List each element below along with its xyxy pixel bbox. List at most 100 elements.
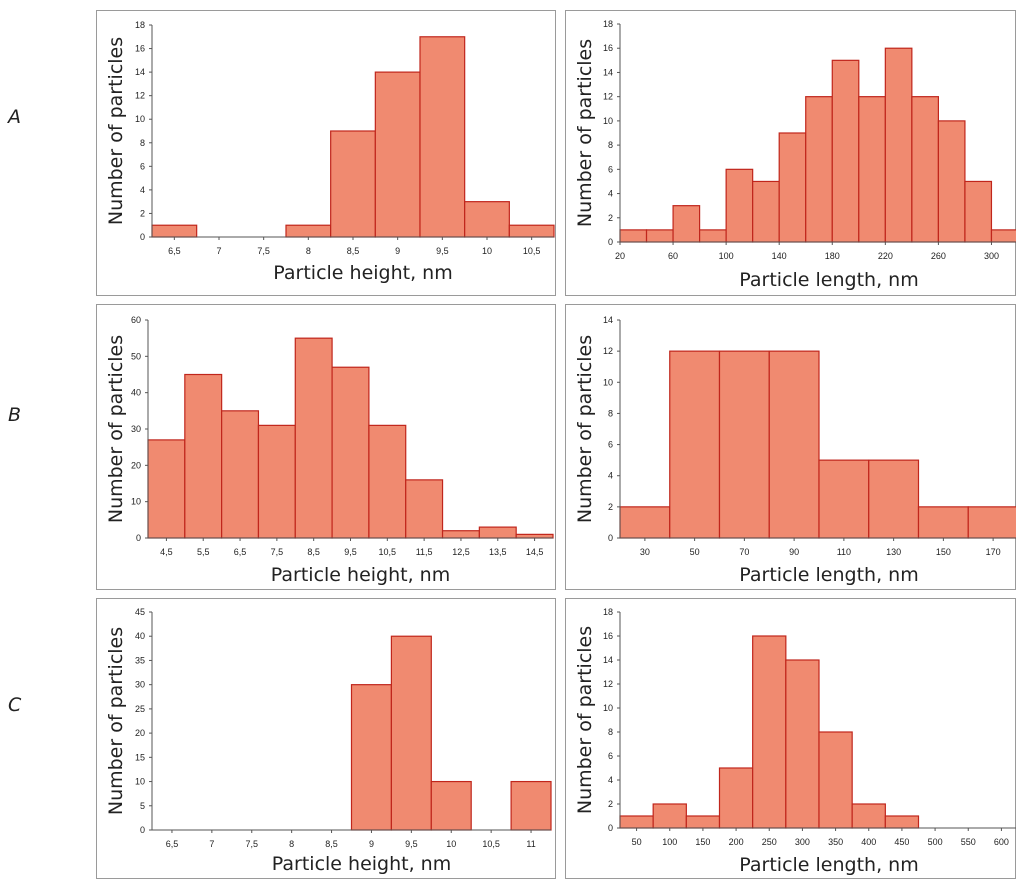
y-tick-label: 4 xyxy=(140,185,145,195)
x-tick-label: 500 xyxy=(928,837,943,847)
x-tick-label: 100 xyxy=(719,251,734,261)
y-tick-label: 16 xyxy=(603,631,613,641)
x-tick-label: 300 xyxy=(795,837,810,847)
x-tick-label: 10,5 xyxy=(523,246,541,256)
x-tick-label: 8,5 xyxy=(347,246,360,256)
y-axis-title: Number of particles xyxy=(105,335,127,523)
chart-panel-c-height: 0 5 10 15 20 25 30 35 40 45 6,5 7 7,5 8 8,5 9 9,5 10 10,5 1… xyxy=(96,598,556,879)
chart-c-height: 0 5 10 15 20 25 30 35 40 45 6,5 7 7,5 8 8,5 9 9,5 10 10,5 1… xyxy=(105,607,552,875)
x-tick-label: 50 xyxy=(690,547,700,557)
bar xyxy=(805,96,833,243)
bar xyxy=(884,47,913,243)
y-tick-label: 20 xyxy=(135,728,145,738)
bar xyxy=(419,36,466,238)
x-tick-label: 400 xyxy=(861,837,876,847)
x-tick-label: 7 xyxy=(216,246,221,256)
row-label-a: A xyxy=(8,106,21,128)
row-label-c: C xyxy=(8,694,22,716)
y-tick-label: 12 xyxy=(603,679,613,689)
x-tick-label: 11,5 xyxy=(416,547,433,557)
bar xyxy=(967,506,1016,539)
bar xyxy=(868,459,920,539)
y-axis-title: Number of particles xyxy=(574,39,596,227)
x-tick-label: 10 xyxy=(482,246,492,256)
x-axis-title: Particle length, nm xyxy=(739,564,918,586)
y-axis-title: Number of particles xyxy=(574,626,596,814)
bar xyxy=(619,229,648,243)
x-tick-label: 7,5 xyxy=(257,246,270,256)
x-tick-label: 140 xyxy=(772,251,787,261)
y-tick-label: 0 xyxy=(136,533,141,543)
bar xyxy=(818,731,853,829)
x-tick-label: 50 xyxy=(632,837,642,847)
x-axis-title: Particle length, nm xyxy=(739,269,918,291)
chart-b-length: 0 2 4 6 8 10 12 14 30 50 70 90 110 130 150 170 Particle … xyxy=(574,315,1016,586)
y-tick-label: 0 xyxy=(608,823,613,833)
y-tick-label: 40 xyxy=(131,388,141,398)
bar xyxy=(964,180,993,243)
x-axis-title: Particle height, nm xyxy=(272,853,451,875)
x-tick-label: 90 xyxy=(789,547,799,557)
chart-panel-b-height: 0 10 20 30 40 50 60 4,5 5,5 6,5 7,5 8,5 9,5 10,5 11,5 1… xyxy=(96,304,556,590)
x-tick-label: 180 xyxy=(825,251,840,261)
chart-a-height: 0 2 4 6 8 10 12 14 16 18 6,5 7 7,5 8 8,5 9 9,5 10 10,5 Part… xyxy=(105,20,555,284)
bar xyxy=(911,96,939,243)
y-tick-label: 18 xyxy=(135,20,145,30)
bar xyxy=(515,533,554,539)
x-tick-label: 150 xyxy=(695,837,710,847)
y-tick-label: 10 xyxy=(603,116,613,126)
bar xyxy=(672,205,701,243)
bar xyxy=(752,180,780,243)
y-tick-label: 5 xyxy=(140,801,145,811)
chart-panel-c-length: 0 2 4 6 8 10 12 14 16 18 50 100 150 200 250 300 350 400 45… xyxy=(565,598,1016,879)
chart-panel-a-length: 0 2 4 6 8 10 12 14 16 18 20 60 100 140 180 220 260 300 Par… xyxy=(565,10,1016,296)
y-axis-title: Number of particles xyxy=(574,335,596,523)
y-tick-label: 0 xyxy=(608,237,613,247)
x-tick-label: 5,5 xyxy=(197,547,210,557)
y-tick-label: 0 xyxy=(140,825,145,835)
bar xyxy=(331,366,370,539)
bar xyxy=(831,59,860,243)
bar xyxy=(699,229,727,243)
bar xyxy=(294,337,333,539)
x-tick-label: 9 xyxy=(369,839,374,849)
x-tick-label: 9,5 xyxy=(344,547,357,557)
bar xyxy=(937,120,966,243)
y-tick-label: 6 xyxy=(140,161,145,171)
y-tick-label: 10 xyxy=(603,377,613,387)
bar xyxy=(257,424,296,539)
bar xyxy=(368,424,407,539)
y-tick-label: 14 xyxy=(603,655,613,665)
y-tick-label: 18 xyxy=(603,19,613,29)
y-tick-label: 2 xyxy=(140,208,145,218)
x-tick-label: 14,5 xyxy=(526,547,544,557)
x-tick-label: 13,5 xyxy=(489,547,507,557)
bar xyxy=(147,439,186,539)
x-tick-label: 260 xyxy=(931,251,946,261)
x-tick-label: 200 xyxy=(729,837,744,847)
y-tick-label: 12 xyxy=(135,91,145,101)
x-tick-label: 7 xyxy=(209,839,214,849)
bar xyxy=(851,803,886,829)
bar xyxy=(350,684,393,831)
bar xyxy=(619,506,671,539)
x-tick-label: 8,5 xyxy=(307,547,320,557)
x-tick-label: 20 xyxy=(615,251,625,261)
y-tick-label: 2 xyxy=(608,213,613,223)
x-tick-label: 250 xyxy=(762,837,777,847)
x-tick-label: 11 xyxy=(526,839,535,849)
x-tick-label: 220 xyxy=(878,251,893,261)
x-tick-label: 9 xyxy=(395,246,400,256)
bar xyxy=(752,635,787,829)
y-tick-label: 12 xyxy=(603,346,613,356)
y-tick-label: 6 xyxy=(608,164,613,174)
x-axis-title: Particle height, nm xyxy=(273,262,452,284)
chart-panel-b-length: 0 2 4 6 8 10 12 14 30 50 70 90 110 130 150 170 Particle … xyxy=(565,304,1016,590)
x-tick-label: 9,5 xyxy=(436,246,449,256)
bar xyxy=(405,479,444,539)
y-tick-label: 18 xyxy=(603,607,613,617)
x-tick-label: 12,5 xyxy=(452,547,470,557)
x-tick-label: 9,5 xyxy=(405,839,418,849)
bar xyxy=(441,530,480,539)
y-tick-label: 10 xyxy=(135,777,145,787)
